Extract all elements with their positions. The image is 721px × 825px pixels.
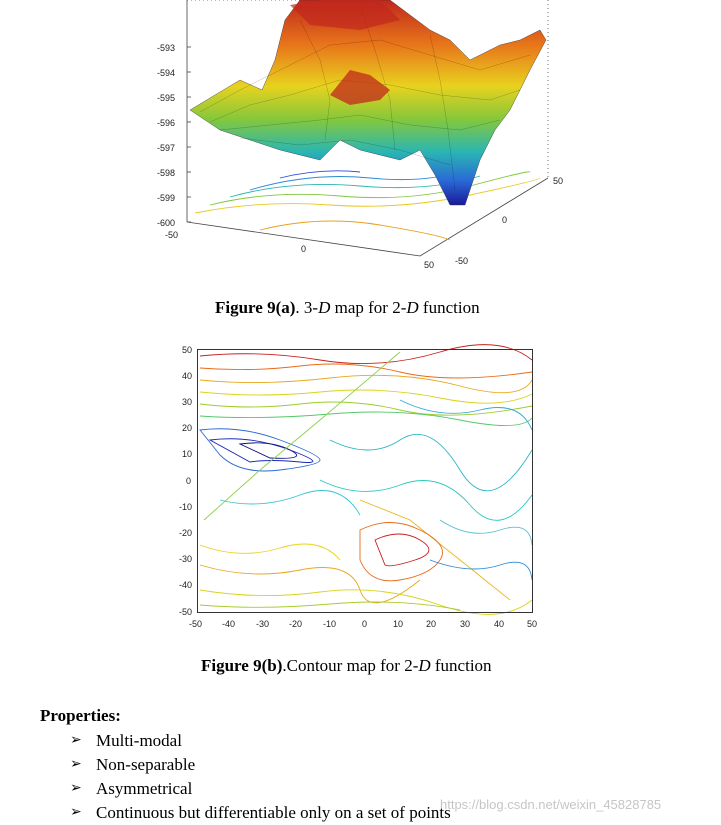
list-item: ➢ Continuous but differentiable only on a…	[70, 801, 451, 825]
properties-list: ➢ Multi-modal ➢ Non-separable ➢ Asymmetrica…	[70, 729, 451, 825]
x-tick: -20	[289, 619, 302, 629]
x-tick: 10	[393, 619, 403, 629]
z-tick: -593	[157, 43, 175, 53]
arrow-bullet-icon: ➢	[70, 805, 82, 820]
caption-text: D	[406, 298, 419, 317]
y-tick: 50	[182, 345, 192, 355]
figure-9a-caption: Figure 9(a). 3-D map for 2-D function	[215, 298, 480, 318]
z-tick: -595	[157, 93, 175, 103]
list-item: ➢ Non-separable	[70, 753, 451, 777]
y-tick: -10	[179, 502, 192, 512]
caption-text: D	[318, 298, 331, 317]
z-tick: -597	[157, 143, 175, 153]
y-tick: 30	[182, 397, 192, 407]
arrow-bullet-icon: ➢	[70, 781, 82, 796]
y-tick: 40	[182, 371, 192, 381]
x-tick: 30	[460, 619, 470, 629]
z-tick: -594	[157, 68, 175, 78]
x-tick: 50	[424, 260, 434, 270]
arrow-bullet-icon: ➢	[70, 757, 82, 772]
x-tick: 40	[494, 619, 504, 629]
caption-text: function	[430, 656, 492, 675]
caption-label: Figure 9(b)	[201, 656, 283, 675]
arrow-bullet-icon: ➢	[70, 733, 82, 748]
z-tick: -598	[157, 168, 175, 178]
x-tick: -10	[323, 619, 336, 629]
y-tick: 0	[502, 215, 507, 225]
caption-text: . 3-	[295, 298, 319, 317]
x-tick: 20	[426, 619, 436, 629]
list-item-text: Continuous but differentiable only on a …	[96, 803, 451, 822]
y-tick: -50	[455, 256, 468, 266]
y-tick: -30	[179, 554, 192, 564]
caption-label: Figure 9(a)	[215, 298, 296, 317]
list-item-text: Asymmetrical	[96, 779, 193, 798]
caption-text: map for 2-	[330, 298, 407, 317]
caption-text: .Contour map for 2-	[282, 656, 419, 675]
x-tick: 0	[362, 619, 367, 629]
properties-heading: Properties:	[40, 706, 121, 725]
caption-text: function	[418, 298, 480, 317]
y-tick: 20	[182, 423, 192, 433]
y-tick: -20	[179, 528, 192, 538]
list-item-text: Multi-modal	[96, 731, 182, 750]
y-tick: -50	[179, 607, 192, 617]
list-item: ➢ Multi-modal	[70, 729, 451, 753]
surface-z-ticks	[187, 46, 191, 223]
figure-9b-caption: Figure 9(b).Contour map for 2-D function	[201, 656, 492, 676]
y-tick: 50	[553, 176, 563, 186]
z-tick: -600	[157, 218, 175, 228]
x-tick: -30	[256, 619, 269, 629]
z-tick: -599	[157, 193, 175, 203]
list-item-text: Non-separable	[96, 755, 196, 774]
x-tick: -50	[165, 230, 178, 240]
z-tick: -596	[157, 118, 175, 128]
x-tick: -50	[189, 619, 202, 629]
x-tick: 0	[301, 244, 306, 254]
x-tick: -40	[222, 619, 235, 629]
watermark: https://blog.csdn.net/weixin_45828785	[440, 797, 662, 812]
surface-plot: -593 -594 -595 -596 -597 -598 -599 -600 …	[157, 0, 563, 270]
surface-axes	[186, 0, 549, 257]
y-tick: 10	[182, 449, 192, 459]
y-tick: 0	[186, 476, 191, 486]
list-item: ➢ Asymmetrical	[70, 777, 451, 801]
x-tick: 50	[527, 619, 537, 629]
caption-text: D	[418, 656, 431, 675]
contour-plot-frame	[197, 349, 533, 613]
surface-mesh	[189, 0, 547, 206]
y-tick: -40	[179, 580, 192, 590]
